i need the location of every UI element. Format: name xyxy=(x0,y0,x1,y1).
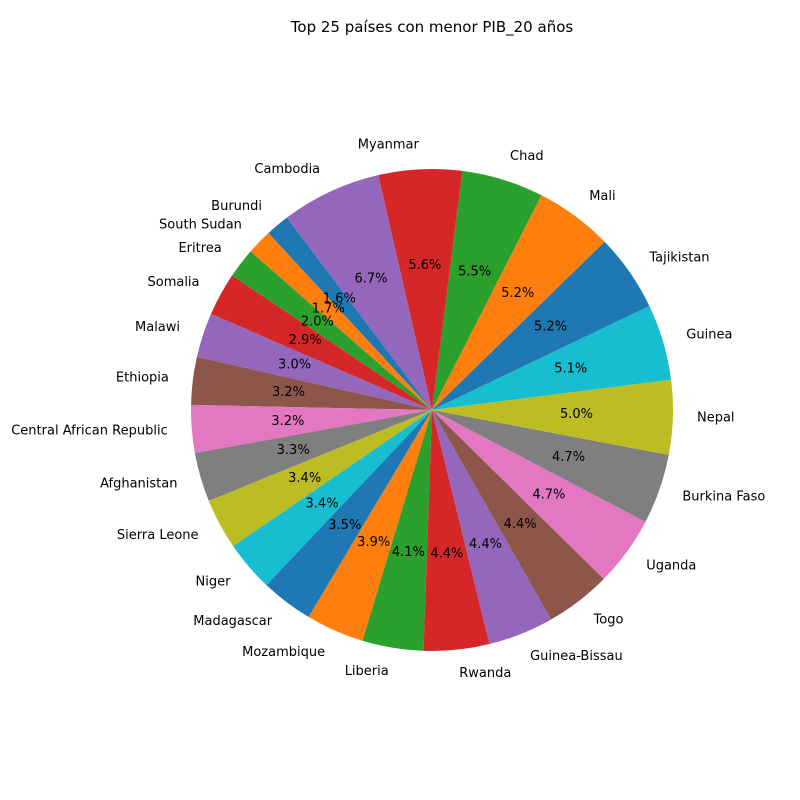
slice-percentage: 3.9% xyxy=(357,535,390,550)
slice-percentage: 4.1% xyxy=(392,545,425,560)
slice-label: Nepal xyxy=(697,411,735,426)
slice-percentage: 3.5% xyxy=(328,518,361,533)
slice-label: Rwanda xyxy=(459,666,511,681)
slice-percentage: 4.7% xyxy=(532,488,565,503)
slice-label: Central African Republic xyxy=(11,424,167,439)
pie-slice-23 xyxy=(378,169,463,410)
pie-slice-9 xyxy=(233,410,432,586)
pie-slice-16 xyxy=(432,410,646,580)
pie-slice-22 xyxy=(432,170,542,410)
slice-label: Burkina Faso xyxy=(682,490,765,505)
slice-label: Guinea xyxy=(686,328,732,343)
slice-percentage: 5.5% xyxy=(458,264,491,279)
slice-percentage: 5.2% xyxy=(534,320,567,335)
pie-slices xyxy=(190,169,674,651)
pie-slice-21 xyxy=(432,195,605,410)
pie-slice-6 xyxy=(190,404,432,454)
pie-slice-13 xyxy=(423,410,490,651)
slice-percentage: 2.9% xyxy=(289,333,322,348)
pie-slice-12 xyxy=(362,410,432,651)
chart-title: Top 25 países con menor PIB_20 años xyxy=(290,18,574,37)
slice-percentage: 5.1% xyxy=(554,362,587,377)
slice-label: Togo xyxy=(593,613,624,628)
pie-slice-1 xyxy=(250,233,432,410)
pie-slice-0 xyxy=(268,217,432,410)
slice-percentage: 4.4% xyxy=(469,537,502,552)
pie-slice-18 xyxy=(432,379,674,455)
slice-label: Afghanistan xyxy=(100,477,177,492)
slice-percentage: 3.4% xyxy=(306,496,339,511)
slice-percentage: 1.6% xyxy=(323,292,356,307)
slice-label: Tajikistan xyxy=(648,251,709,266)
slice-labels: Burundi South Sudan Eritrea Somalia Malawi Et… xyxy=(11,138,765,681)
slice-label: Niger xyxy=(196,575,232,590)
slice-label: Ethiopia xyxy=(116,370,169,385)
slice-percentage: 5.0% xyxy=(560,407,593,422)
slice-percentage: 5.6% xyxy=(408,258,441,273)
pie-slice-11 xyxy=(308,410,432,641)
slice-percentage: 2.0% xyxy=(301,314,334,329)
slice-percentage: 3.3% xyxy=(277,443,310,458)
pie-slice-19 xyxy=(432,305,672,410)
slice-label: Liberia xyxy=(345,664,389,679)
slice-label: Mali xyxy=(589,189,615,204)
slice-label: Somalia xyxy=(147,275,199,290)
pie-slice-5 xyxy=(191,356,432,410)
slice-label: Myanmar xyxy=(358,138,420,153)
slice-percentage: 5.2% xyxy=(501,286,534,301)
slice-label: Eritrea xyxy=(178,241,221,256)
slice-percentage: 3.2% xyxy=(271,414,304,429)
pie-slice-24 xyxy=(286,175,432,410)
slice-percentage: 3.4% xyxy=(288,471,321,486)
pie-slice-14 xyxy=(432,410,552,645)
slice-label: South Sudan xyxy=(159,218,242,233)
pie-slice-2 xyxy=(232,251,432,410)
slice-percentage: 4.4% xyxy=(430,546,463,561)
slice-label: Chad xyxy=(510,149,544,164)
slice-label: Burundi xyxy=(211,199,262,214)
slice-label: Uganda xyxy=(646,559,696,574)
slice-label: Mozambique xyxy=(242,645,325,660)
slice-label: Sierra Leone xyxy=(117,528,199,543)
slice-label: Madagascar xyxy=(193,614,273,629)
slice-percentage: 3.0% xyxy=(278,358,311,373)
slice-percentage: 4.4% xyxy=(504,517,537,532)
pie-slice-10 xyxy=(266,410,432,618)
slice-label: Guinea-Bissau xyxy=(530,649,623,664)
pie-slice-3 xyxy=(211,275,432,410)
slice-percentage: 4.7% xyxy=(552,450,585,465)
slice-label: Cambodia xyxy=(254,162,320,177)
slice-label: Malawi xyxy=(135,320,180,335)
pie-slice-15 xyxy=(432,410,604,620)
pie-slice-17 xyxy=(432,410,669,522)
slice-percentage: 6.7% xyxy=(354,271,387,286)
slice-percentage: 3.2% xyxy=(272,385,305,400)
slice-percentage: 1.7% xyxy=(312,302,345,317)
pie-slice-8 xyxy=(208,410,432,547)
pie-slice-4 xyxy=(196,313,432,410)
pie-slice-20 xyxy=(432,241,650,410)
percentage-labels: 1.6%1.7%2.0% 2.9% 3.0% 3.2% 3.2% 3.3% 3.4% 3.4%… xyxy=(271,258,593,561)
pie-slice-7 xyxy=(194,410,432,501)
